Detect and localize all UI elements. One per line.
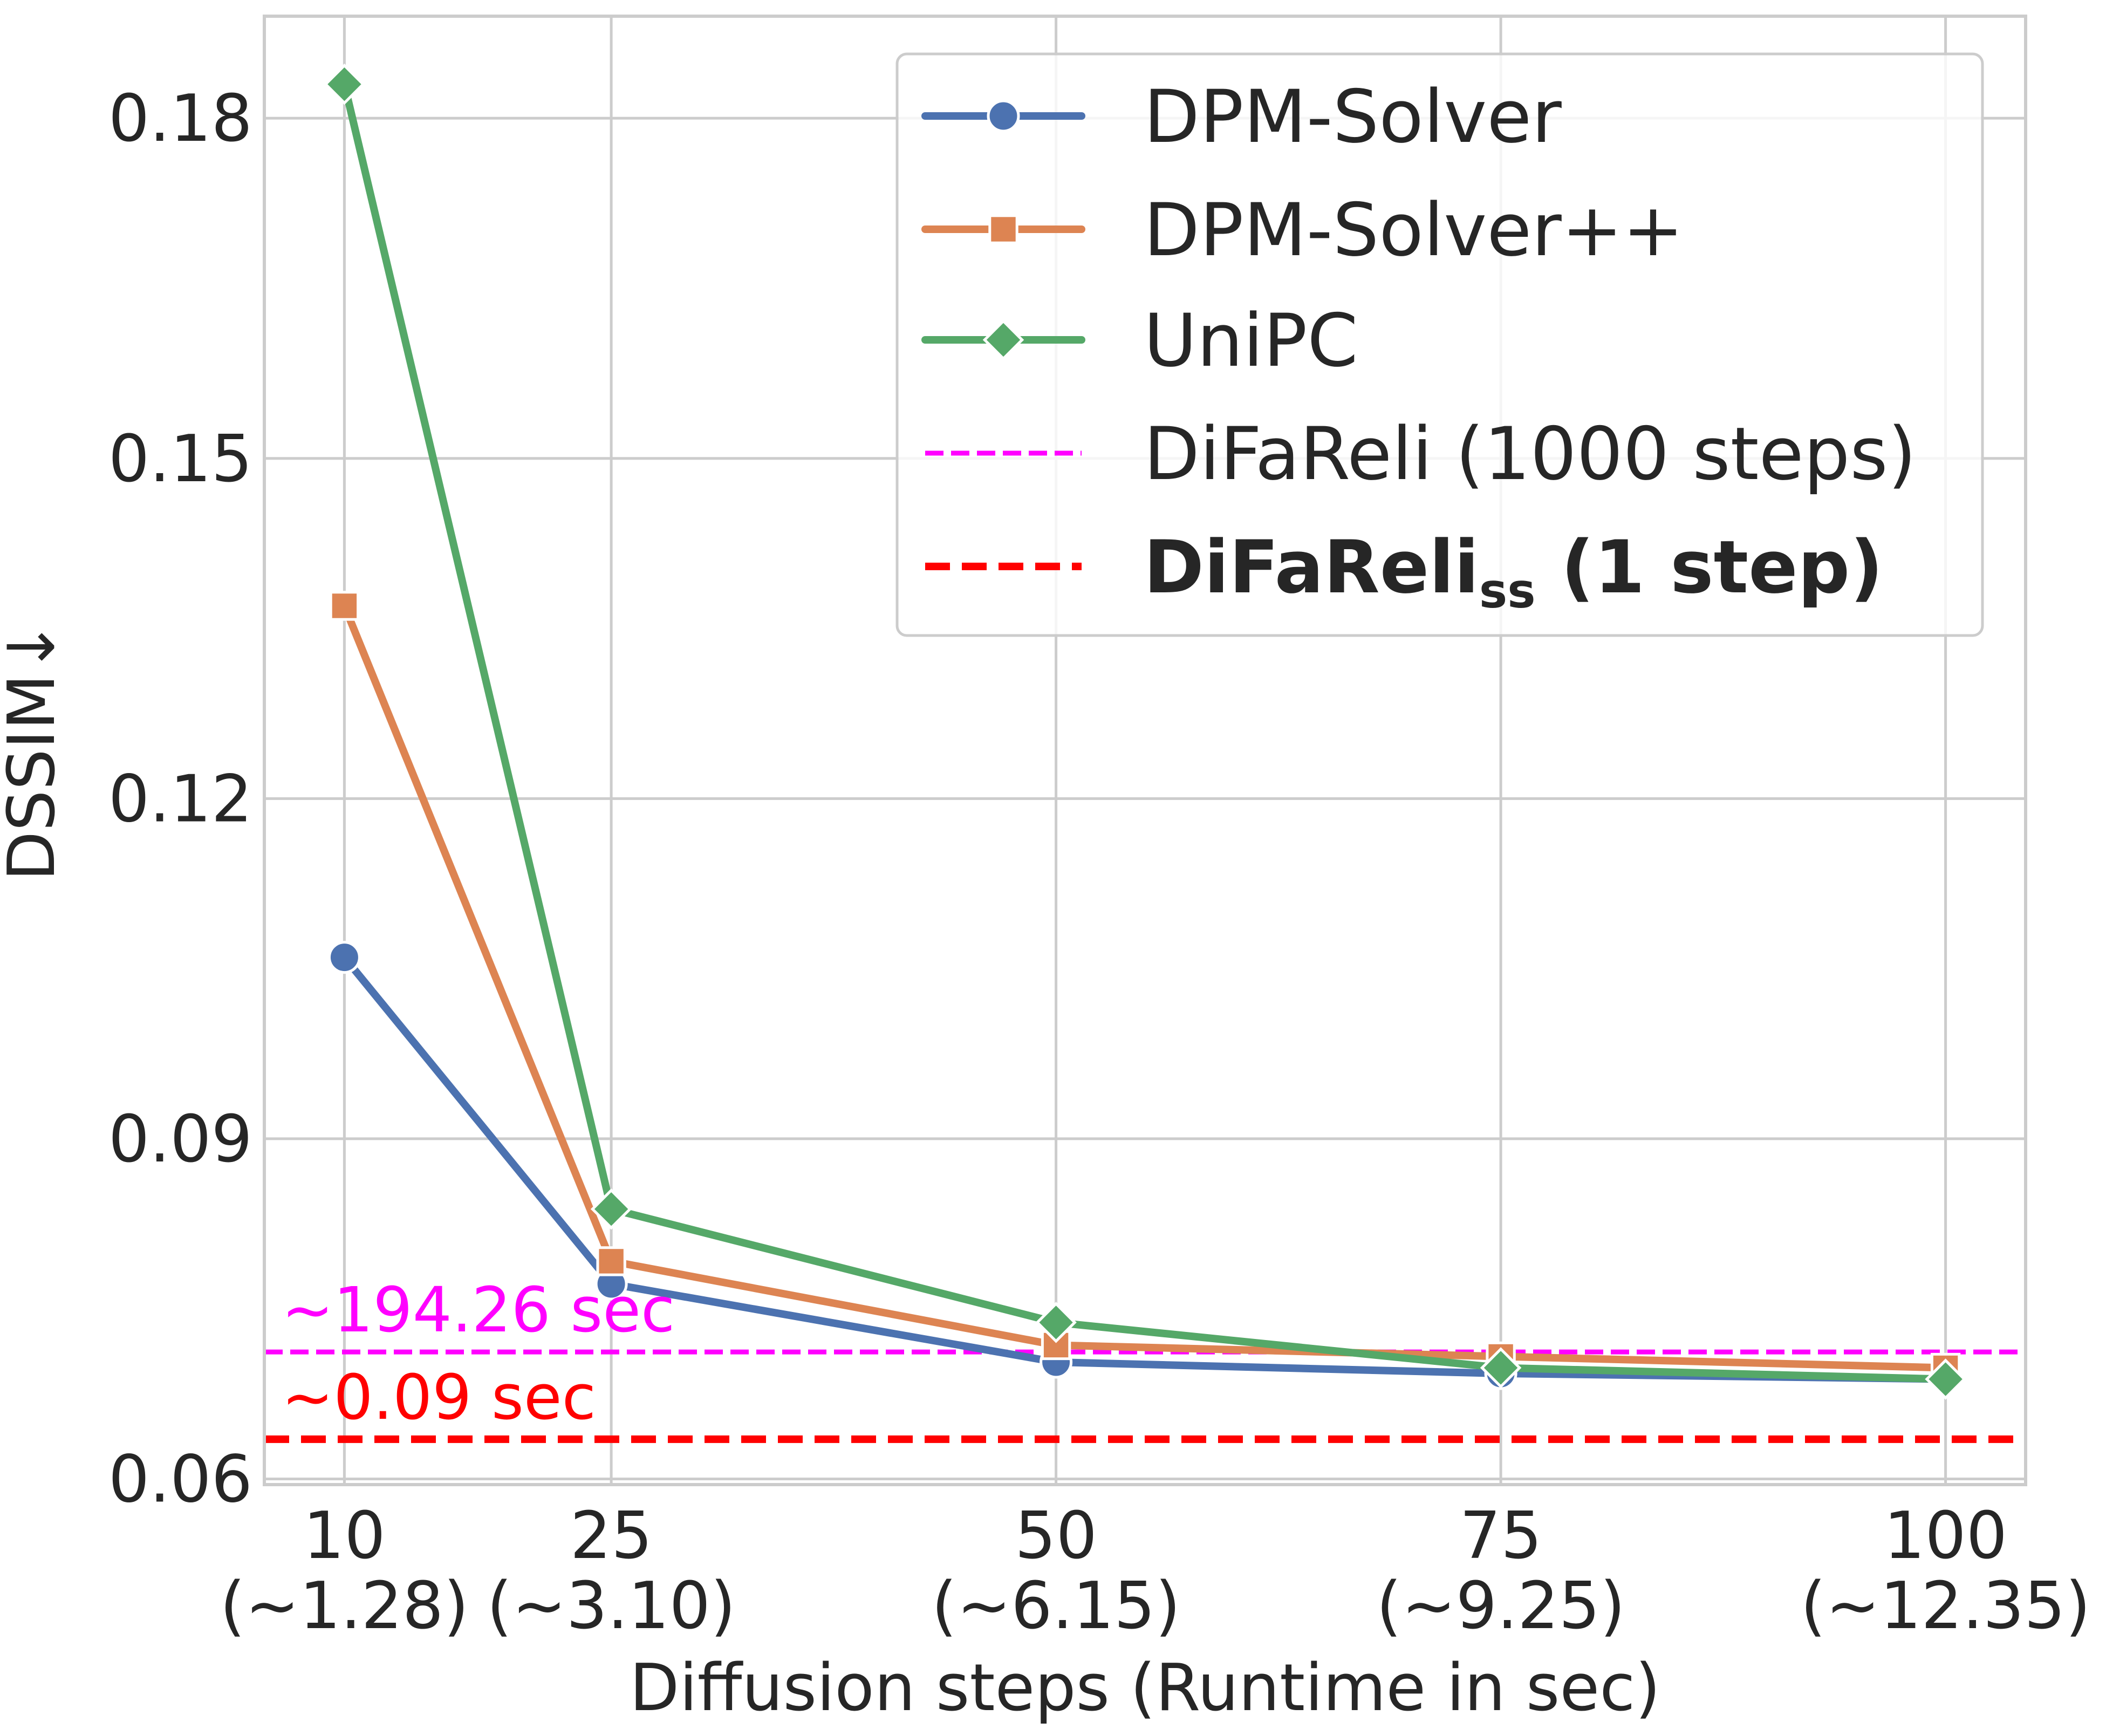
series-lines bbox=[324, 63, 1966, 1400]
legend-frame bbox=[895, 52, 1984, 637]
x-axis-label: Diffusion steps (Runtime in sec) bbox=[630, 1651, 1660, 1726]
y-tick-label: 0.18 bbox=[108, 81, 252, 156]
legend-item-difareli-ss-1-step: DiFaReliss (1 step) bbox=[925, 525, 1883, 619]
legend-label: UniPC bbox=[1144, 298, 1358, 383]
runtime-annotation-1-step: ~0.09 sec bbox=[282, 1362, 596, 1434]
x-tick-sublabel: (~1.28) bbox=[220, 1569, 469, 1644]
data-point bbox=[596, 1246, 626, 1276]
reference-annotations: ~194.26 sec ~0.09 sec bbox=[282, 1274, 675, 1434]
legend-item-difareli-1000-steps: DiFaReli (1000 steps) bbox=[925, 412, 1916, 496]
x-tick-label: 50 bbox=[1015, 1499, 1097, 1574]
data-point bbox=[327, 941, 361, 974]
legend-item-dpm-solver: DPM-Solver bbox=[921, 74, 1562, 159]
legend-label: DPM-Solver++ bbox=[1144, 188, 1684, 272]
legend-marker bbox=[982, 319, 1024, 361]
y-tick-label: 0.09 bbox=[108, 1102, 252, 1177]
data-point bbox=[329, 591, 360, 621]
legend: DPM-Solver DPM-Solver++ UniPC DiFaReli (100… bbox=[895, 52, 1984, 637]
x-tick-sublabel: (~3.10) bbox=[487, 1569, 735, 1644]
data-point bbox=[1480, 1347, 1522, 1389]
x-tick-label: 25 bbox=[570, 1499, 653, 1574]
x-tick-sublabel: (~6.15) bbox=[932, 1569, 1180, 1644]
legend-label: DPM-Solver bbox=[1144, 74, 1562, 159]
legend-item-unipc: UniPC bbox=[921, 298, 1358, 383]
series-unipc bbox=[324, 63, 1966, 1400]
legend-label: DiFaReli (1000 steps) bbox=[1144, 412, 1916, 496]
legend-marker bbox=[988, 214, 1018, 244]
legend-item-dpm-solver-: DPM-Solver++ bbox=[921, 188, 1684, 272]
plot-frame bbox=[263, 15, 2027, 1486]
data-point bbox=[324, 63, 365, 105]
x-tick-label: 75 bbox=[1460, 1499, 1542, 1574]
axis-ticks: 0.06 0.09 0.12 0.15 0.18 10(~1.28) 25(~3.10) 50… bbox=[108, 81, 2091, 1644]
reference-lines bbox=[264, 1349, 2026, 1443]
x-tick-label: 100 bbox=[1884, 1499, 2007, 1574]
data-point bbox=[1035, 1302, 1077, 1343]
runtime-annotation-1000-steps: ~194.26 sec bbox=[282, 1274, 675, 1347]
x-tick-sublabel: (~9.25) bbox=[1376, 1569, 1625, 1644]
data-point bbox=[590, 1188, 632, 1230]
y-tick-label: 0.15 bbox=[108, 422, 252, 497]
data-point bbox=[1925, 1358, 1966, 1400]
y-axis-label: DSSIM↓ bbox=[0, 620, 70, 881]
x-tick-label: 10 bbox=[303, 1499, 386, 1574]
y-tick-label: 0.06 bbox=[108, 1442, 252, 1517]
legend-marker bbox=[987, 99, 1020, 133]
y-tick-label: 0.12 bbox=[108, 762, 252, 837]
x-tick-sublabel: (~12.35) bbox=[1801, 1569, 2091, 1644]
legend-label: DiFaReliss (1 step) bbox=[1144, 525, 1883, 619]
